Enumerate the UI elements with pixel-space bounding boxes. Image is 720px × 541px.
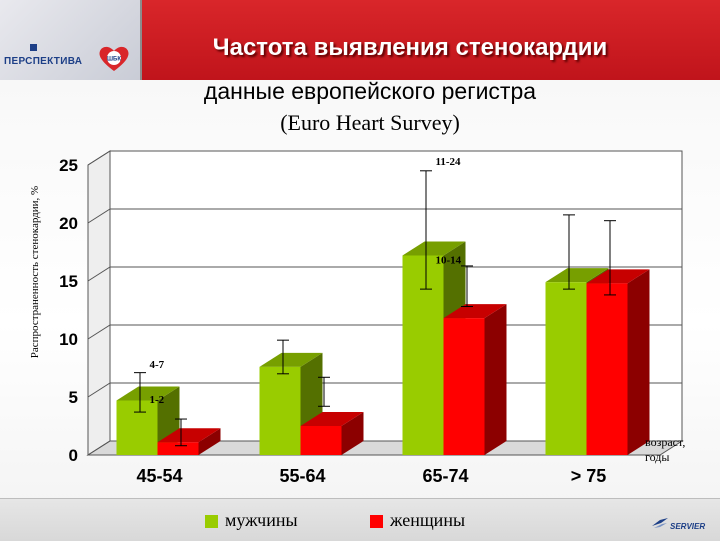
bar-top (259, 352, 323, 367)
gridline (87, 266, 682, 282)
servier-logo-icon (652, 518, 668, 528)
bar-women (586, 283, 628, 455)
bar-top (443, 304, 507, 319)
bar-women (443, 318, 485, 455)
footer: мужчины женщины SERVIER (0, 498, 720, 541)
bar-chart: 0 5 10 15 20 25 45-54 55-64 65-74 > 75 4-7 1-2 11-24… (59, 150, 685, 486)
bar-men (545, 282, 587, 455)
legend-swatch-women (370, 515, 383, 528)
logo-badge: ШБК (107, 57, 121, 63)
legend-label-men: мужчины (225, 510, 298, 530)
bar-side (341, 412, 364, 455)
servier-logo: SERVIER (650, 515, 712, 535)
logo-square-icon (30, 44, 37, 51)
bar-men (402, 255, 444, 455)
heart-logo-icon: ШБК (99, 46, 129, 71)
gridline (87, 150, 682, 166)
bar-men (116, 400, 158, 455)
chart-side-wall (87, 150, 111, 456)
x-axis-label: возраст, годы (645, 435, 685, 464)
x-tick-label: 55-64 (279, 466, 325, 486)
legend-label-women: женщины (390, 510, 466, 530)
gridline (87, 208, 682, 224)
bar-side (484, 304, 507, 455)
bar-top (586, 269, 650, 284)
logo: ПЕРСПЕКТИВА ШБК (0, 0, 142, 80)
subtitle-line2: (Euro Heart Survey) (280, 110, 460, 135)
bar-women (300, 426, 342, 455)
legend-swatch-men (205, 515, 218, 528)
bar-men (259, 366, 301, 455)
x-tick-label: > 75 (571, 466, 607, 486)
y-tick-label: 5 (69, 388, 78, 407)
y-tick-label: 20 (59, 214, 78, 233)
servier-brand: SERVIER (670, 522, 706, 531)
y-tick-label: 25 (59, 156, 78, 175)
bar-side (198, 428, 221, 455)
range-annotation: 10-14 (436, 255, 462, 267)
bar-top (402, 241, 466, 256)
range-annotation: 1-2 (150, 394, 165, 406)
range-annotation: 4-7 (150, 359, 165, 371)
x-tick-label: 65-74 (422, 466, 468, 486)
slide-title: Частота выявления стенокардии (212, 34, 608, 61)
range-annotation: 11-24 (436, 156, 462, 168)
bar-side (627, 269, 650, 455)
bar-top (157, 428, 221, 443)
y-tick-label: 15 (59, 272, 78, 291)
bar-women (157, 442, 199, 455)
x-tick-label: 45-54 (136, 466, 182, 486)
bar-top (300, 412, 364, 426)
subtitle-line1: данные европейского регистра (203, 78, 537, 104)
bar-top (116, 386, 180, 401)
bar-top (545, 268, 609, 283)
y-tick-label: 10 (59, 330, 78, 349)
logo-text: ПЕРСПЕКТИВА (4, 56, 83, 67)
y-tick-label: 0 (69, 446, 78, 465)
